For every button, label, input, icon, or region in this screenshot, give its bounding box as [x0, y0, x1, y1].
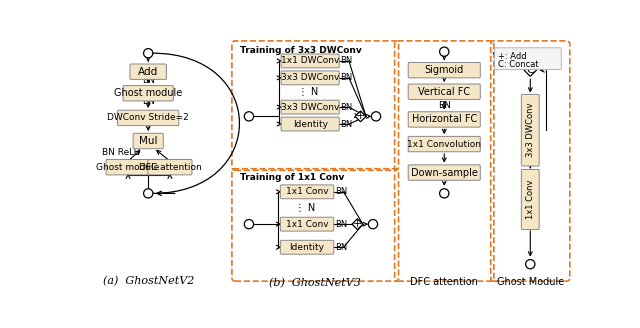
FancyBboxPatch shape — [281, 117, 339, 131]
Text: BN: BN — [142, 76, 155, 85]
Circle shape — [525, 49, 535, 58]
Circle shape — [368, 219, 378, 229]
FancyBboxPatch shape — [118, 110, 179, 126]
Text: BN: BN — [142, 97, 155, 106]
FancyBboxPatch shape — [281, 54, 339, 68]
Text: BN: BN — [340, 73, 353, 82]
Text: C: Concat: C: Concat — [499, 60, 539, 69]
Text: 1x1 Convolution: 1x1 Convolution — [407, 140, 481, 149]
FancyBboxPatch shape — [280, 217, 334, 231]
FancyBboxPatch shape — [408, 112, 480, 127]
Text: BN: BN — [340, 120, 353, 129]
Text: Training of 1x1 Conv: Training of 1x1 Conv — [239, 173, 344, 182]
Polygon shape — [524, 64, 536, 76]
Circle shape — [440, 189, 449, 198]
Text: DWConv Stride=2: DWConv Stride=2 — [108, 113, 189, 122]
FancyBboxPatch shape — [408, 84, 480, 99]
FancyBboxPatch shape — [495, 48, 561, 70]
Text: BN: BN — [335, 187, 348, 196]
Text: BN: BN — [438, 101, 451, 110]
Text: Horizontal FC: Horizontal FC — [412, 114, 477, 124]
Text: Ghost module: Ghost module — [114, 88, 182, 98]
Text: BN: BN — [335, 220, 348, 229]
Text: BN: BN — [340, 56, 353, 65]
Text: Mul: Mul — [139, 136, 157, 146]
FancyBboxPatch shape — [281, 100, 339, 114]
Text: Sigmoid: Sigmoid — [424, 65, 464, 75]
Circle shape — [244, 112, 253, 121]
Text: ⋮ N: ⋮ N — [298, 88, 319, 97]
Text: ⋮ N: ⋮ N — [296, 203, 316, 213]
Text: 1x1 DWConv: 1x1 DWConv — [281, 56, 339, 65]
FancyBboxPatch shape — [522, 94, 539, 166]
FancyBboxPatch shape — [280, 185, 334, 199]
Text: 1x1 Conv: 1x1 Conv — [526, 180, 535, 219]
FancyBboxPatch shape — [408, 165, 480, 180]
Text: Down-sample: Down-sample — [411, 168, 477, 177]
Polygon shape — [355, 111, 366, 122]
Circle shape — [143, 189, 153, 198]
FancyBboxPatch shape — [130, 64, 166, 79]
Circle shape — [440, 47, 449, 56]
Text: C: C — [527, 65, 534, 75]
FancyBboxPatch shape — [522, 170, 539, 230]
Text: DFC attention: DFC attention — [410, 277, 478, 287]
FancyBboxPatch shape — [408, 62, 480, 78]
Text: Vertical FC: Vertical FC — [418, 87, 470, 97]
FancyBboxPatch shape — [280, 240, 334, 254]
Text: Training of 3x3 DWConv: Training of 3x3 DWConv — [239, 46, 362, 54]
Text: 1x1 Conv: 1x1 Conv — [286, 220, 328, 229]
Text: +: + — [353, 219, 362, 229]
Text: (b)  GhostNetV3: (b) GhostNetV3 — [269, 278, 361, 288]
FancyBboxPatch shape — [123, 86, 173, 101]
Text: DFC attention: DFC attention — [138, 163, 201, 172]
Text: BN: BN — [340, 103, 353, 112]
FancyBboxPatch shape — [281, 71, 339, 85]
Text: +: Add: +: Add — [499, 52, 527, 61]
Text: 3x3 DWConv: 3x3 DWConv — [526, 103, 535, 157]
FancyBboxPatch shape — [148, 159, 192, 175]
FancyBboxPatch shape — [408, 136, 480, 152]
Circle shape — [371, 112, 381, 121]
Text: Add: Add — [138, 67, 158, 77]
Text: +: + — [356, 112, 365, 121]
FancyBboxPatch shape — [133, 133, 163, 149]
Circle shape — [143, 49, 153, 58]
Text: 1x1 Conv: 1x1 Conv — [286, 187, 328, 196]
Text: 3x3 DWConv: 3x3 DWConv — [281, 103, 339, 112]
Text: Ghost Module: Ghost Module — [497, 277, 564, 287]
Text: (a)  GhostNetV2: (a) GhostNetV2 — [102, 276, 194, 286]
Text: Identity: Identity — [289, 243, 324, 252]
Text: Identity: Identity — [292, 120, 328, 129]
Circle shape — [244, 219, 253, 229]
Text: BN: BN — [335, 243, 348, 252]
Polygon shape — [352, 219, 363, 230]
Text: Ghost module: Ghost module — [97, 163, 160, 172]
Circle shape — [525, 259, 535, 269]
FancyBboxPatch shape — [106, 159, 150, 175]
Text: 3x3 DWConv: 3x3 DWConv — [281, 73, 339, 82]
Text: BN ReLU: BN ReLU — [102, 148, 140, 157]
